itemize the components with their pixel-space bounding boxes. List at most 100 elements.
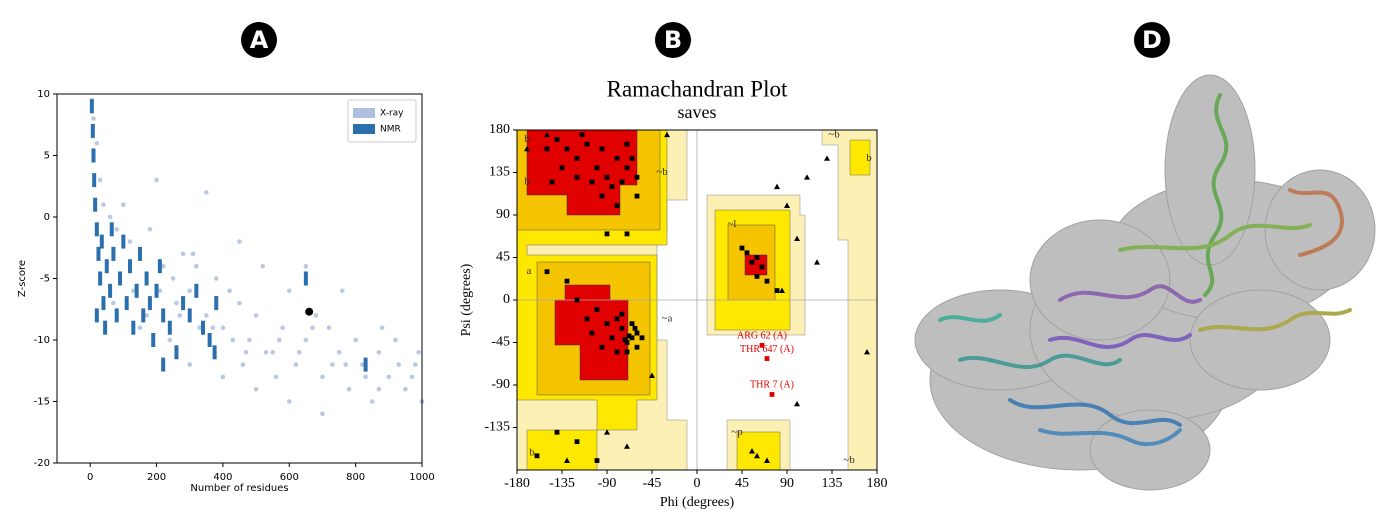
- point: [387, 375, 392, 380]
- point: [90, 99, 94, 113]
- point: [615, 316, 620, 321]
- y-tick-label: -5: [40, 274, 50, 285]
- point: [121, 235, 125, 249]
- point: [580, 132, 585, 137]
- point: [95, 308, 99, 322]
- point: [550, 180, 555, 185]
- point: [174, 301, 179, 306]
- y-tick-label: 45: [496, 250, 510, 265]
- point: [277, 338, 282, 343]
- point: [194, 284, 198, 298]
- y-tick-label: 0: [503, 292, 510, 307]
- point: [620, 326, 625, 331]
- point: [91, 124, 95, 138]
- point: [105, 259, 109, 273]
- point: [151, 333, 155, 347]
- point: [625, 231, 630, 236]
- x-axis-label: Number of residues: [190, 483, 288, 494]
- point: [347, 387, 352, 392]
- point: [600, 194, 605, 199]
- plot-background: [57, 94, 422, 463]
- point: [145, 272, 149, 286]
- point: [95, 222, 99, 236]
- point: [115, 308, 119, 322]
- legend-box: [348, 100, 416, 142]
- point: [92, 173, 96, 187]
- y-tick-label: -90: [491, 377, 510, 392]
- point: [396, 362, 401, 367]
- point: [304, 338, 309, 343]
- point: [270, 350, 275, 355]
- point: [590, 180, 595, 185]
- panel-letter: A: [250, 26, 269, 54]
- point: [605, 175, 610, 180]
- point: [103, 321, 107, 335]
- legend-swatch: [353, 108, 375, 118]
- point: [410, 375, 415, 380]
- point: [91, 116, 96, 121]
- point: [121, 202, 126, 207]
- point: [111, 301, 116, 306]
- y-axis-label: Psi (degrees): [459, 263, 474, 336]
- point: [625, 165, 630, 170]
- point: [221, 325, 226, 330]
- point: [575, 439, 580, 444]
- point: [804, 174, 810, 179]
- point: [254, 313, 259, 318]
- point: [214, 276, 219, 281]
- point: [610, 335, 615, 340]
- panel-letter: D: [1142, 26, 1162, 54]
- point: [161, 358, 165, 372]
- region-label: ~b: [656, 166, 668, 178]
- point: [125, 296, 129, 310]
- point: [244, 350, 249, 355]
- x-tick-label: -90: [598, 476, 617, 491]
- point: [535, 453, 540, 458]
- point: [590, 331, 595, 336]
- point: [161, 308, 165, 322]
- point: [620, 312, 625, 317]
- point: [274, 375, 279, 380]
- point: [100, 235, 104, 249]
- point: [794, 401, 800, 406]
- point: [177, 313, 182, 318]
- point: [364, 358, 368, 372]
- point: [247, 338, 252, 343]
- point: [155, 284, 159, 298]
- y-tick-label: 90: [496, 207, 510, 222]
- point: [765, 279, 770, 284]
- point-label: ARG 62 (A): [737, 331, 787, 342]
- point: [413, 362, 418, 367]
- region-label: ~b: [843, 454, 855, 466]
- y-tick-label: -45: [491, 335, 510, 350]
- y-tick-label: -135: [484, 420, 510, 435]
- point: [380, 325, 385, 330]
- chart-title: Ramachandran Plot: [607, 76, 788, 101]
- x-tick-label: 600: [280, 472, 299, 483]
- legend-label: NMR: [380, 125, 401, 135]
- legend-label: X-ray: [380, 109, 404, 119]
- panel-letter: B: [664, 26, 682, 54]
- point: [377, 387, 382, 392]
- point-label: THR 7 (A): [750, 380, 794, 391]
- point: [95, 141, 100, 146]
- point: [545, 146, 550, 151]
- point: [635, 331, 640, 336]
- x-tick-label: -135: [549, 476, 575, 491]
- point: [595, 165, 600, 170]
- x-tick-label: 1000: [409, 472, 434, 483]
- point: [287, 289, 292, 294]
- point: [770, 392, 775, 397]
- point: [600, 345, 605, 350]
- point: [545, 269, 550, 274]
- point: [403, 387, 408, 392]
- point: [204, 190, 209, 195]
- point: [92, 149, 96, 163]
- point: [814, 259, 820, 264]
- point: [824, 155, 830, 160]
- point: [241, 362, 246, 367]
- point: [294, 362, 299, 367]
- highlight-point: [305, 308, 313, 316]
- point: [191, 252, 196, 257]
- region-label: b: [866, 152, 872, 164]
